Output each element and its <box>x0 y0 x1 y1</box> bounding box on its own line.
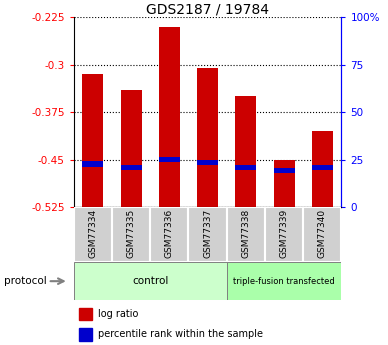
Text: GSM77338: GSM77338 <box>241 209 250 258</box>
Bar <box>227 262 341 300</box>
Bar <box>197 160 218 165</box>
Bar <box>150 207 189 262</box>
Bar <box>312 131 333 207</box>
Bar <box>303 207 341 262</box>
Text: GSM77339: GSM77339 <box>280 209 289 258</box>
Bar <box>121 165 142 170</box>
Bar <box>312 165 333 170</box>
Bar <box>82 74 103 207</box>
Bar <box>274 159 294 207</box>
Bar <box>235 96 256 207</box>
Bar <box>189 207 227 262</box>
Bar <box>79 328 92 341</box>
Text: GSM77335: GSM77335 <box>126 209 135 258</box>
Bar <box>197 68 218 207</box>
Bar <box>235 165 256 170</box>
Text: triple-fusion transfected: triple-fusion transfected <box>233 277 335 286</box>
Bar <box>112 207 150 262</box>
Title: GDS2187 / 19784: GDS2187 / 19784 <box>146 2 269 16</box>
Text: protocol: protocol <box>4 276 47 286</box>
Text: GSM77334: GSM77334 <box>88 209 97 258</box>
Bar <box>159 157 180 162</box>
Bar <box>79 308 92 320</box>
Text: GSM77336: GSM77336 <box>165 209 174 258</box>
Text: log ratio: log ratio <box>98 309 138 319</box>
Bar <box>159 27 180 207</box>
Text: percentile rank within the sample: percentile rank within the sample <box>98 329 263 339</box>
Text: GSM77340: GSM77340 <box>318 209 327 258</box>
Bar <box>74 262 227 300</box>
Text: control: control <box>132 276 168 286</box>
Bar <box>265 207 303 262</box>
Bar <box>274 168 294 174</box>
Text: GSM77337: GSM77337 <box>203 209 212 258</box>
Bar <box>82 161 103 167</box>
Bar <box>227 207 265 262</box>
Bar <box>121 90 142 207</box>
Bar <box>74 207 112 262</box>
